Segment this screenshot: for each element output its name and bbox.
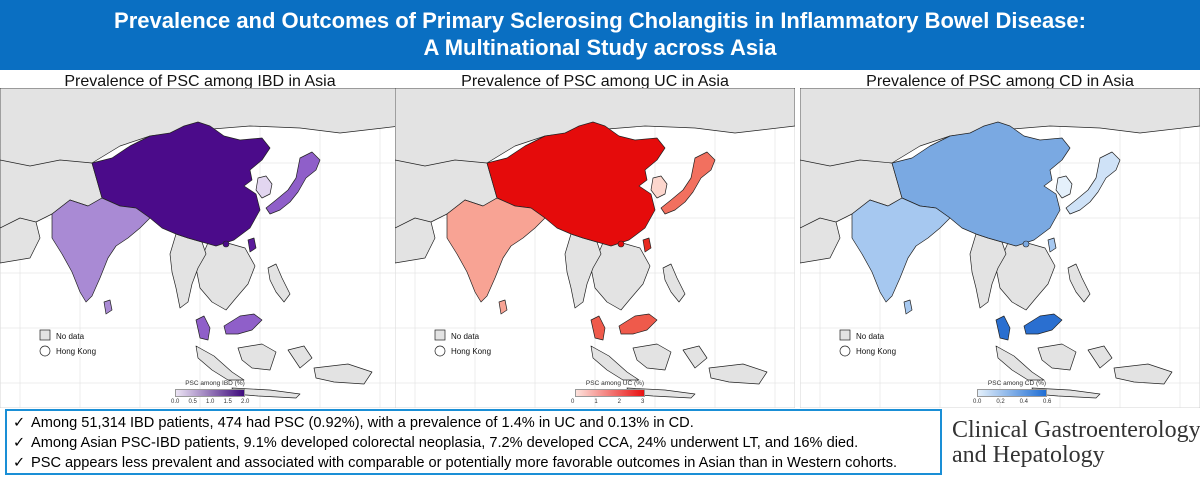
scale-gradient-bar (175, 389, 245, 397)
region-sri-lanka (103, 299, 113, 315)
region-japan (660, 151, 716, 215)
hong-kong-swatch-icon (39, 345, 51, 357)
region-india (851, 197, 951, 303)
no-data-land (1067, 263, 1091, 303)
region-malaysia (995, 313, 1063, 341)
finding-text: Among 51,314 IBD patients, 474 had PSC (… (31, 415, 694, 431)
legend-no-data-label: No data (451, 332, 480, 341)
region-taiwan (642, 237, 652, 253)
scale-tick-label: 0.2 (996, 399, 1005, 405)
title-line-2: A Multinational Study across Asia (423, 35, 777, 60)
map-panel-uc: Prevalence of PSC among UC in Asia No da… (395, 70, 795, 410)
checkmark-icon: ✓ (13, 415, 26, 431)
color-scale-ibd: PSC among IBD (%) 0.0 0.5 1.0 1.5 2.0 (155, 380, 275, 416)
scale-title-uc: PSC among UC (%) (585, 380, 645, 387)
scale-tick-label: 3 (641, 399, 645, 405)
key-findings-box: ✓ Among 51,314 IBD patients, 474 had PSC … (5, 409, 942, 475)
no-data-land (662, 263, 686, 303)
map-title-cd: Prevalence of PSC among CD in Asia (866, 73, 1134, 90)
journal-logo: Clinical Gastroenterology and Hepatology (952, 417, 1200, 478)
region-korea (650, 175, 668, 199)
scale-tick-label: 0 (571, 399, 575, 405)
map-legend: No data Hong Kong (39, 329, 96, 357)
region-india (51, 197, 151, 303)
scale-gradient-bar (575, 389, 645, 397)
scale-tick-label: 0.0 (973, 399, 982, 405)
legend-hong-kong-label: Hong Kong (451, 347, 491, 356)
finding-item: ✓ Among 51,314 IBD patients, 474 had PSC … (13, 413, 934, 433)
journal-name-line-2: and Hepatology (952, 442, 1105, 468)
color-scale-uc: PSC among UC (%) 0 1 2 3 (555, 380, 675, 416)
finding-item: ✓ Among Asian PSC-IBD patients, 9.1% deve… (13, 433, 934, 453)
journal-name-line-1: Clinical Gastroenterology (952, 417, 1200, 443)
scale-gradient-bar (977, 389, 1047, 397)
map-title-uc: Prevalence of PSC among UC in Asia (461, 73, 729, 90)
color-scale-cd: PSC among CD (%) 0.0 0.2 0.4 0.6 (957, 380, 1077, 416)
region-japan (1065, 151, 1121, 215)
region-taiwan (1047, 237, 1057, 253)
region-india (446, 197, 546, 303)
region-japan (265, 151, 321, 215)
hong-kong-marker (617, 240, 625, 248)
hong-kong-marker (222, 240, 230, 248)
region-malaysia (195, 313, 263, 341)
no-data-swatch-icon (39, 329, 51, 341)
asia-map: No data Hong Kong (395, 88, 795, 408)
region-korea (255, 175, 273, 199)
scale-tick-label: 1 (594, 399, 598, 405)
checkmark-icon: ✓ (13, 435, 26, 451)
map-panel-ibd: Prevalence of PSC among IBD in Asia No d… (0, 70, 400, 410)
scale-ticks: 0.0 0.5 1.0 1.5 2.0 (167, 399, 257, 407)
legend-no-data-label: No data (856, 332, 885, 341)
no-data-land (995, 343, 1173, 399)
legend-no-data-label: No data (56, 332, 85, 341)
no-data-land (267, 263, 291, 303)
asia-map: No data Hong Kong (800, 88, 1200, 408)
scale-title-cd: PSC among CD (%) (987, 380, 1047, 387)
checkmark-icon: ✓ (13, 455, 26, 471)
scale-title-ibd: PSC among IBD (%) (185, 380, 245, 387)
scale-tick-label: 2 (617, 399, 621, 405)
region-korea (1055, 175, 1073, 199)
finding-text: Among Asian PSC-IBD patients, 9.1% devel… (31, 435, 859, 451)
map-legend: No data Hong Kong (434, 329, 491, 357)
map-legend: No data Hong Kong (839, 329, 896, 357)
legend-hong-kong-label: Hong Kong (56, 347, 96, 356)
scale-tick-label: 2.0 (241, 399, 250, 405)
no-data-swatch-icon (839, 329, 851, 341)
region-china (891, 121, 1071, 247)
no-data-land (590, 343, 768, 399)
finding-item: ✓ PSC appears less prevalent and associat… (13, 453, 934, 473)
region-sri-lanka (498, 299, 508, 315)
scale-ticks: 0.0 0.2 0.4 0.6 (969, 399, 1059, 407)
scale-tick-label: 0.0 (171, 399, 180, 405)
scale-tick-label: 0.6 (1043, 399, 1052, 405)
no-data-swatch-icon (434, 329, 446, 341)
region-china (91, 121, 271, 247)
no-data-land (195, 343, 373, 399)
legend-hong-kong-label: Hong Kong (856, 347, 896, 356)
asia-map: No data Hong Kong (0, 88, 400, 408)
hong-kong-marker (1022, 240, 1030, 248)
scale-tick-label: 0.4 (1019, 399, 1028, 405)
finding-text: PSC appears less prevalent and associate… (31, 455, 898, 471)
scale-ticks: 0 1 2 3 (567, 399, 657, 407)
scale-tick-label: 1.0 (206, 399, 215, 405)
hong-kong-swatch-icon (434, 345, 446, 357)
map-panel-cd: Prevalence of PSC among CD in Asia No da… (800, 70, 1200, 410)
scale-tick-label: 1.5 (223, 399, 232, 405)
region-taiwan (247, 237, 257, 253)
region-sri-lanka (903, 299, 913, 315)
map-title-ibd: Prevalence of PSC among IBD in Asia (64, 73, 336, 90)
hong-kong-swatch-icon (839, 345, 851, 357)
title-line-1: Prevalence and Outcomes of Primary Scler… (114, 8, 1086, 33)
scale-tick-label: 0.5 (188, 399, 197, 405)
title-banner: Prevalence and Outcomes of Primary Scler… (0, 0, 1200, 70)
region-china (486, 121, 666, 247)
region-malaysia (590, 313, 658, 341)
